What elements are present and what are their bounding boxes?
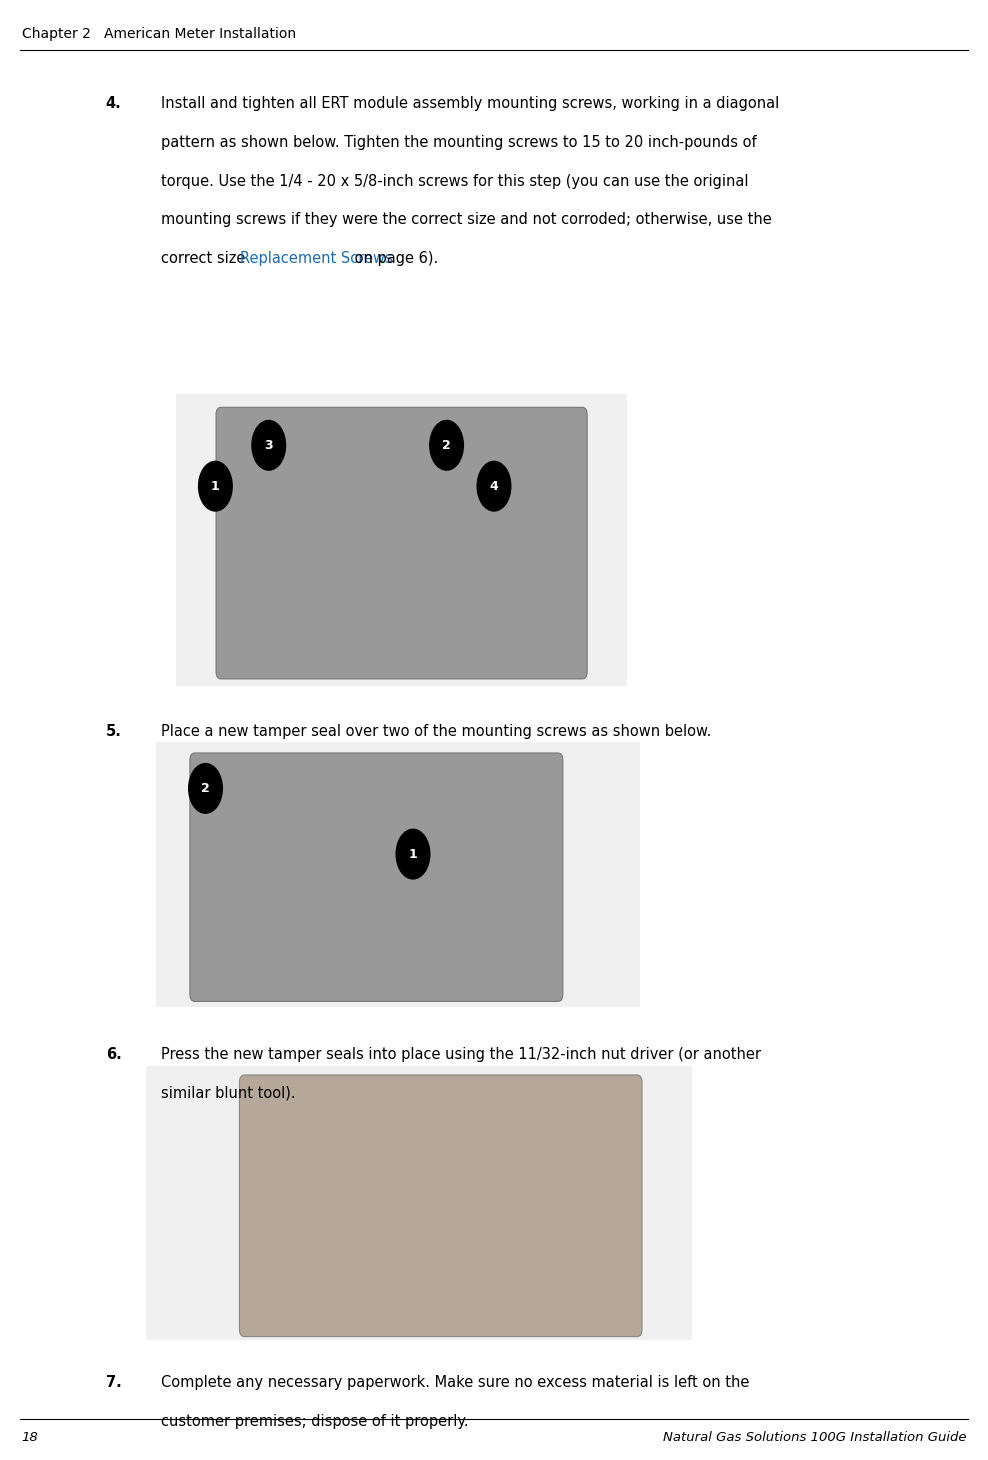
Circle shape: [477, 461, 511, 511]
Text: 7.: 7.: [106, 1375, 122, 1390]
Text: Chapter 2   American Meter Installation: Chapter 2 American Meter Installation: [22, 26, 295, 41]
Text: 18: 18: [22, 1431, 39, 1444]
Text: Press the new tamper seals into place using the 11/32-inch nut driver (or anothe: Press the new tamper seals into place us…: [161, 1047, 761, 1061]
Circle shape: [189, 764, 222, 813]
Circle shape: [430, 420, 463, 470]
Circle shape: [396, 829, 430, 879]
Text: 3: 3: [265, 439, 273, 451]
Text: Complete any necessary paperwork. Make sure no excess material is left on the: Complete any necessary paperwork. Make s…: [161, 1375, 750, 1390]
FancyBboxPatch shape: [239, 1075, 642, 1336]
Text: mounting screws if they were the correct size and not corroded; otherwise, use t: mounting screws if they were the correct…: [161, 212, 772, 228]
Text: 2: 2: [443, 439, 451, 451]
Text: torque. Use the 1/4 - 20 x 5/8-inch screws for this step (you can use the origin: torque. Use the 1/4 - 20 x 5/8-inch scre…: [161, 174, 749, 188]
FancyBboxPatch shape: [190, 753, 563, 1002]
Text: 1: 1: [409, 848, 417, 860]
Text: 1: 1: [211, 480, 219, 492]
Text: 5.: 5.: [106, 724, 122, 739]
FancyBboxPatch shape: [216, 407, 587, 679]
Text: Natural Gas Solutions 100G Installation Guide: Natural Gas Solutions 100G Installation …: [663, 1431, 966, 1444]
Circle shape: [252, 420, 286, 470]
FancyBboxPatch shape: [156, 742, 640, 1007]
Text: 6.: 6.: [106, 1047, 122, 1061]
Text: 4: 4: [490, 480, 498, 492]
FancyBboxPatch shape: [176, 394, 627, 686]
Text: customer premises; dispose of it properly.: customer premises; dispose of it properl…: [161, 1413, 468, 1429]
Text: correct size: correct size: [161, 251, 250, 266]
Text: on page 6).: on page 6).: [351, 251, 439, 266]
FancyBboxPatch shape: [146, 1066, 692, 1340]
Text: similar blunt tool).: similar blunt tool).: [161, 1086, 295, 1101]
Text: Install and tighten all ERT module assembly mounting screws, working in a diagon: Install and tighten all ERT module assem…: [161, 96, 780, 111]
Circle shape: [199, 461, 232, 511]
Text: 2: 2: [202, 783, 209, 794]
Text: pattern as shown below. Tighten the mounting screws to 15 to 20 inch-pounds of: pattern as shown below. Tighten the moun…: [161, 134, 757, 150]
Text: 4.: 4.: [106, 96, 122, 111]
Text: Replacement Screws: Replacement Screws: [240, 251, 393, 266]
Text: Place a new tamper seal over two of the mounting screws as shown below.: Place a new tamper seal over two of the …: [161, 724, 711, 739]
